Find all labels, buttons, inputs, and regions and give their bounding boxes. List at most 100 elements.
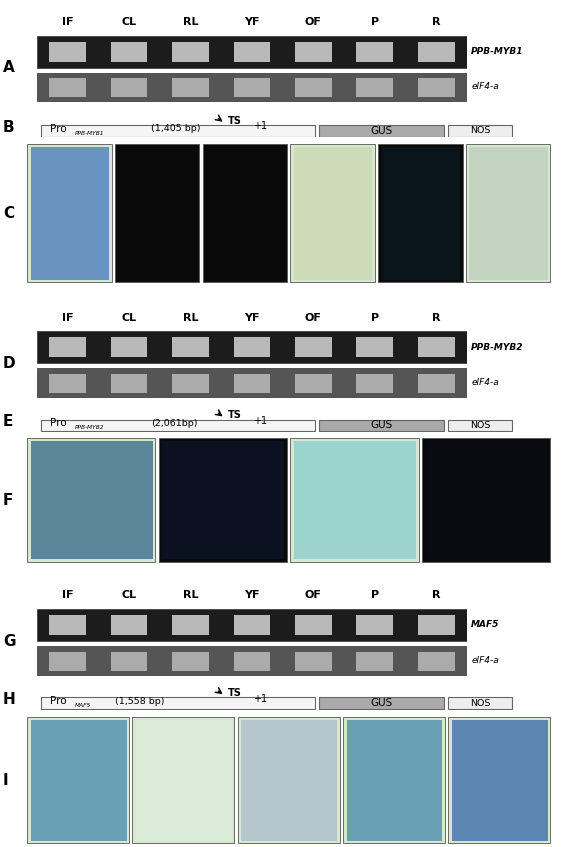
Bar bbox=[466, 144, 550, 282]
Text: I: I bbox=[3, 772, 8, 788]
Bar bbox=[381, 147, 460, 280]
Bar bbox=[234, 337, 270, 357]
Bar bbox=[319, 419, 444, 431]
Text: Pro: Pro bbox=[50, 124, 67, 134]
Text: H: H bbox=[3, 692, 16, 707]
Bar bbox=[172, 337, 209, 357]
Bar bbox=[172, 615, 209, 635]
Text: P: P bbox=[371, 313, 379, 323]
Text: PPB-MYB1: PPB-MYB1 bbox=[75, 130, 104, 136]
Text: TS: TS bbox=[228, 115, 242, 125]
Bar bbox=[172, 42, 209, 62]
Text: E: E bbox=[3, 414, 13, 429]
Bar bbox=[418, 615, 454, 635]
Text: IF: IF bbox=[62, 313, 73, 323]
Text: eIF4-a: eIF4-a bbox=[471, 656, 499, 665]
Bar bbox=[111, 42, 147, 62]
Text: GUS: GUS bbox=[370, 420, 392, 430]
Bar bbox=[172, 651, 209, 671]
Bar bbox=[418, 651, 454, 671]
Text: A: A bbox=[3, 60, 15, 75]
Bar bbox=[294, 147, 372, 280]
Text: CL: CL bbox=[121, 590, 136, 601]
Bar bbox=[343, 717, 445, 843]
Text: YF: YF bbox=[244, 590, 260, 601]
Bar bbox=[111, 615, 147, 635]
Text: R: R bbox=[432, 313, 440, 323]
Bar bbox=[111, 337, 147, 357]
Text: CL: CL bbox=[121, 18, 136, 27]
Bar bbox=[49, 42, 86, 62]
Text: RL: RL bbox=[183, 313, 198, 323]
Bar bbox=[357, 651, 393, 671]
Text: eIF4-a: eIF4-a bbox=[471, 82, 499, 91]
Text: +1: +1 bbox=[253, 416, 267, 426]
Bar bbox=[295, 615, 332, 635]
Text: YF: YF bbox=[244, 313, 260, 323]
Bar bbox=[378, 144, 462, 282]
Bar bbox=[37, 36, 467, 68]
Text: PPB-MYB1: PPB-MYB1 bbox=[471, 47, 524, 57]
Text: MAF5: MAF5 bbox=[75, 703, 91, 708]
Bar bbox=[234, 78, 270, 97]
Text: NOS: NOS bbox=[470, 126, 490, 136]
Bar bbox=[319, 697, 444, 709]
Text: Pro: Pro bbox=[50, 418, 67, 429]
Text: IF: IF bbox=[62, 590, 73, 601]
Bar bbox=[418, 42, 454, 62]
Bar bbox=[357, 78, 393, 97]
Bar bbox=[206, 147, 285, 280]
Text: (1,558 bp): (1,558 bp) bbox=[115, 697, 165, 706]
Bar bbox=[115, 144, 199, 282]
Bar bbox=[357, 374, 393, 393]
Text: YF: YF bbox=[244, 18, 260, 27]
Bar bbox=[238, 717, 340, 843]
Text: TS: TS bbox=[228, 688, 242, 698]
Text: P: P bbox=[371, 18, 379, 27]
Text: PPB-MYB2: PPB-MYB2 bbox=[471, 342, 524, 352]
Text: R: R bbox=[432, 590, 440, 601]
Bar bbox=[469, 147, 548, 280]
Bar bbox=[290, 438, 419, 562]
Bar bbox=[357, 615, 393, 635]
Text: R: R bbox=[432, 18, 440, 27]
Bar bbox=[448, 419, 512, 431]
Text: GUS: GUS bbox=[370, 698, 392, 708]
Bar bbox=[426, 440, 548, 560]
Bar bbox=[49, 615, 86, 635]
Text: CL: CL bbox=[121, 313, 136, 323]
Text: D: D bbox=[3, 356, 15, 371]
Text: OF: OF bbox=[305, 18, 321, 27]
Text: B: B bbox=[3, 119, 15, 135]
Bar bbox=[418, 337, 454, 357]
Text: OF: OF bbox=[305, 590, 321, 601]
Bar bbox=[49, 374, 86, 393]
Bar bbox=[422, 438, 550, 562]
Bar bbox=[37, 608, 467, 641]
Bar bbox=[295, 42, 332, 62]
Text: G: G bbox=[3, 634, 15, 649]
Bar bbox=[37, 330, 467, 363]
Bar bbox=[172, 78, 209, 97]
Bar bbox=[49, 337, 86, 357]
Bar bbox=[49, 651, 86, 671]
Bar bbox=[132, 717, 234, 843]
Bar bbox=[448, 125, 512, 136]
Bar bbox=[27, 144, 112, 282]
Bar bbox=[319, 125, 444, 136]
Bar bbox=[290, 144, 375, 282]
Bar bbox=[27, 717, 129, 843]
Bar bbox=[294, 440, 416, 560]
Bar bbox=[37, 646, 467, 675]
Bar bbox=[448, 717, 550, 843]
Bar bbox=[418, 374, 454, 393]
Text: C: C bbox=[3, 206, 14, 220]
Bar bbox=[295, 337, 332, 357]
Bar bbox=[234, 42, 270, 62]
Bar bbox=[234, 374, 270, 393]
Text: F: F bbox=[3, 493, 13, 507]
Text: eIF4-a: eIF4-a bbox=[471, 379, 499, 387]
Bar bbox=[203, 144, 287, 282]
Bar bbox=[111, 374, 147, 393]
Text: +1: +1 bbox=[253, 694, 267, 704]
